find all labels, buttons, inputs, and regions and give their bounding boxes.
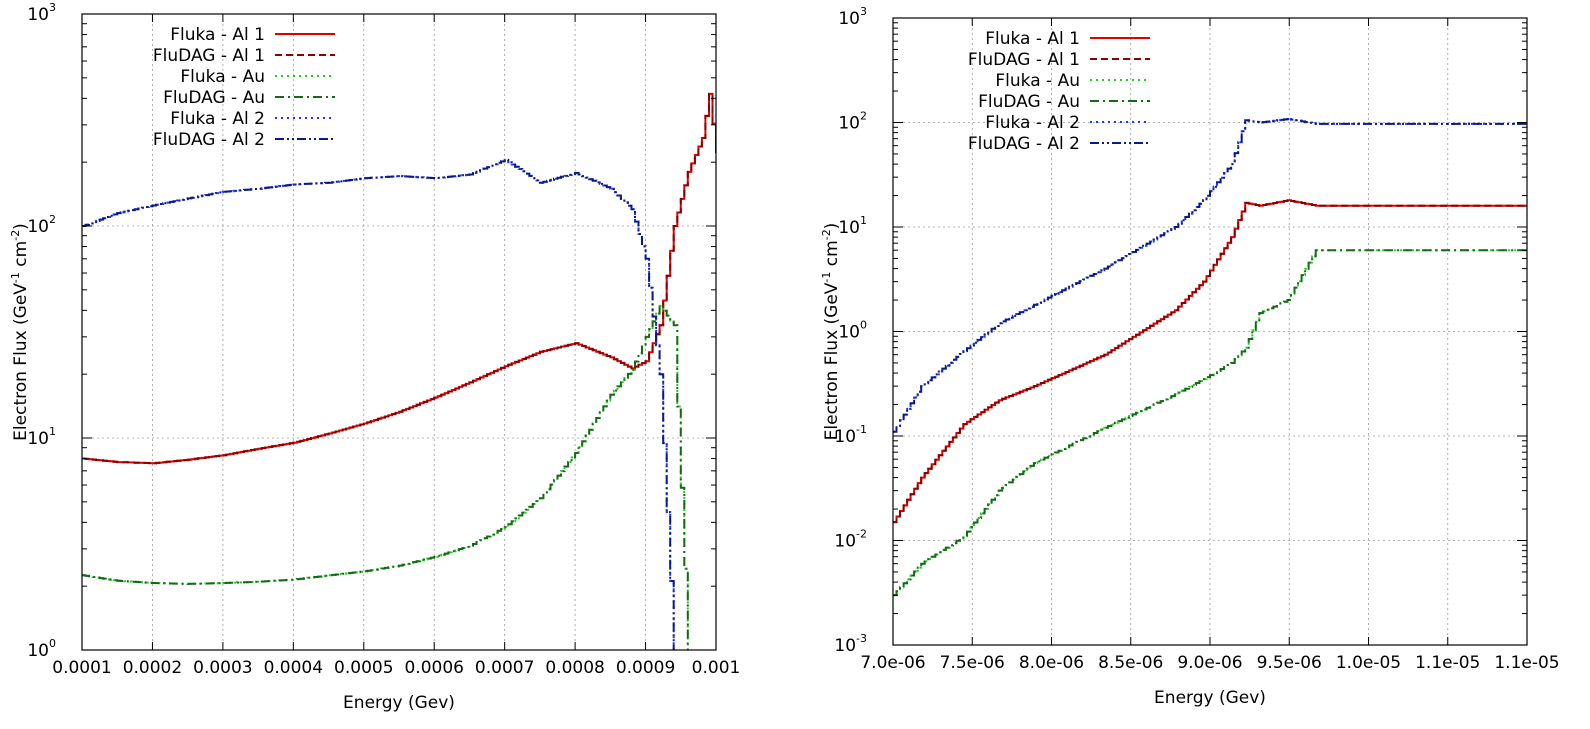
y-axis-label-right-mid: cm <box>822 240 842 271</box>
series-line <box>82 92 716 465</box>
ticks-right <box>892 17 1528 646</box>
y-tick-label: 100 <box>838 319 867 343</box>
legend-label: FluDAG - Al 1 <box>153 46 265 66</box>
y-tick-label: 101 <box>27 425 56 449</box>
legend-label: Fluka - Au <box>180 67 265 87</box>
series-line <box>82 158 675 650</box>
x-axis-label-left: Energy (Gev) <box>343 693 455 713</box>
x-tick-label: 0.0006 <box>404 658 463 678</box>
legend-label: Fluka - Al 2 <box>985 113 1080 133</box>
chart-right: 7.0e-06 7.5e-06 8.0e-06 8.5e-06 9.0e-06 9.5e-… <box>820 5 1560 708</box>
series-group-right <box>893 118 1527 597</box>
ticks-left <box>81 13 717 651</box>
y-tick-label: 10-3 <box>834 632 867 656</box>
x-tick-label: 7.5e-06 <box>940 653 1005 673</box>
x-tick-label: 0.0007 <box>475 658 534 678</box>
series-line <box>82 304 689 650</box>
x-tick-label: 1.0e-05 <box>1336 653 1401 673</box>
y-axis-label-left: Electron Flux (GeV-1 cm-2) <box>9 223 31 441</box>
y-tick-label: 10-2 <box>834 528 867 552</box>
tick-labels-left: 0.0001 0.0002 0.0003 0.0004 0.0005 0.0006 0.00… <box>27 1 740 678</box>
x-tick-label: 1.1e-05 <box>1494 653 1559 673</box>
x-axis-label-right: Energy (Gev) <box>1154 688 1266 708</box>
x-tick-label: 0.0001 <box>52 658 111 678</box>
y-axis-label-left-sup1: -1 <box>9 272 22 283</box>
y-tick-label: 100 <box>27 637 56 661</box>
legend-label: FluDAG - Al 2 <box>968 134 1080 154</box>
y-tick-label: 102 <box>27 213 56 237</box>
x-tick-label: 0.0003 <box>193 658 252 678</box>
y-tick-label: 10-1 <box>834 423 867 447</box>
y-axis-label-right-sup1: -1 <box>820 272 833 283</box>
series-line <box>82 158 675 650</box>
y-axis-label-left-sup2: -2 <box>9 230 22 241</box>
series-line <box>893 118 1527 433</box>
y-axis-label-right-sup2: -2 <box>820 229 833 240</box>
x-tick-label: 9.0e-06 <box>1177 653 1242 673</box>
series-line <box>893 249 1527 597</box>
plot-frame-left <box>81 13 717 651</box>
x-tick-label: 8.0e-06 <box>1019 653 1084 673</box>
legend-label: Fluka - Al 1 <box>985 29 1080 49</box>
legend-label: FluDAG - Al 2 <box>153 130 265 150</box>
legend-label: FluDAG - Au <box>163 88 265 108</box>
x-tick-label: 7.0e-06 <box>860 653 925 673</box>
legend-label: FluDAG - Au <box>978 92 1080 112</box>
tick-labels-right: 7.0e-06 7.5e-06 8.0e-06 8.5e-06 9.0e-06 9.5e-… <box>834 5 1559 673</box>
x-tick-label: 0.0004 <box>264 658 323 678</box>
y-tick-label: 103 <box>27 1 56 25</box>
legend-label: Fluka - Au <box>995 71 1080 91</box>
x-tick-label: 0.0002 <box>123 658 182 678</box>
x-tick-label: 9.5e-06 <box>1257 653 1322 673</box>
x-tick-label: 0.001 <box>692 658 741 678</box>
y-axis-label-right: Electron Flux (GeV-1 cm-2) <box>820 223 842 441</box>
y-axis-label-right-post: ) <box>822 223 842 230</box>
legend-label: FluDAG - Al 1 <box>968 50 1080 70</box>
x-tick-label: 1.1e-05 <box>1415 653 1480 673</box>
legend-label: Fluka - Al 2 <box>170 109 265 129</box>
series-line <box>82 304 689 650</box>
chart-left: 0.0001 0.0002 0.0003 0.0004 0.0005 0.0006 0.00… <box>9 1 740 713</box>
y-tick-label: 101 <box>838 214 867 238</box>
x-tick-label: 0.0009 <box>616 658 675 678</box>
series-line <box>893 199 1527 524</box>
x-tick-label: 0.0005 <box>334 658 393 678</box>
y-axis-label-left-mid: cm <box>11 241 31 272</box>
x-tick-label: 8.5e-06 <box>1098 653 1163 673</box>
series-group-left <box>82 92 716 650</box>
y-axis-label-left-post: ) <box>11 223 31 230</box>
y-axis-label-right-pre: Electron Flux (GeV <box>822 282 842 440</box>
legend-label: Fluka - Al 1 <box>170 25 265 45</box>
x-tick-label: 0.0008 <box>545 658 604 678</box>
y-tick-label: 103 <box>838 5 867 29</box>
y-axis-label-left-pre: Electron Flux (GeV <box>11 283 31 441</box>
y-tick-label: 102 <box>838 110 867 134</box>
